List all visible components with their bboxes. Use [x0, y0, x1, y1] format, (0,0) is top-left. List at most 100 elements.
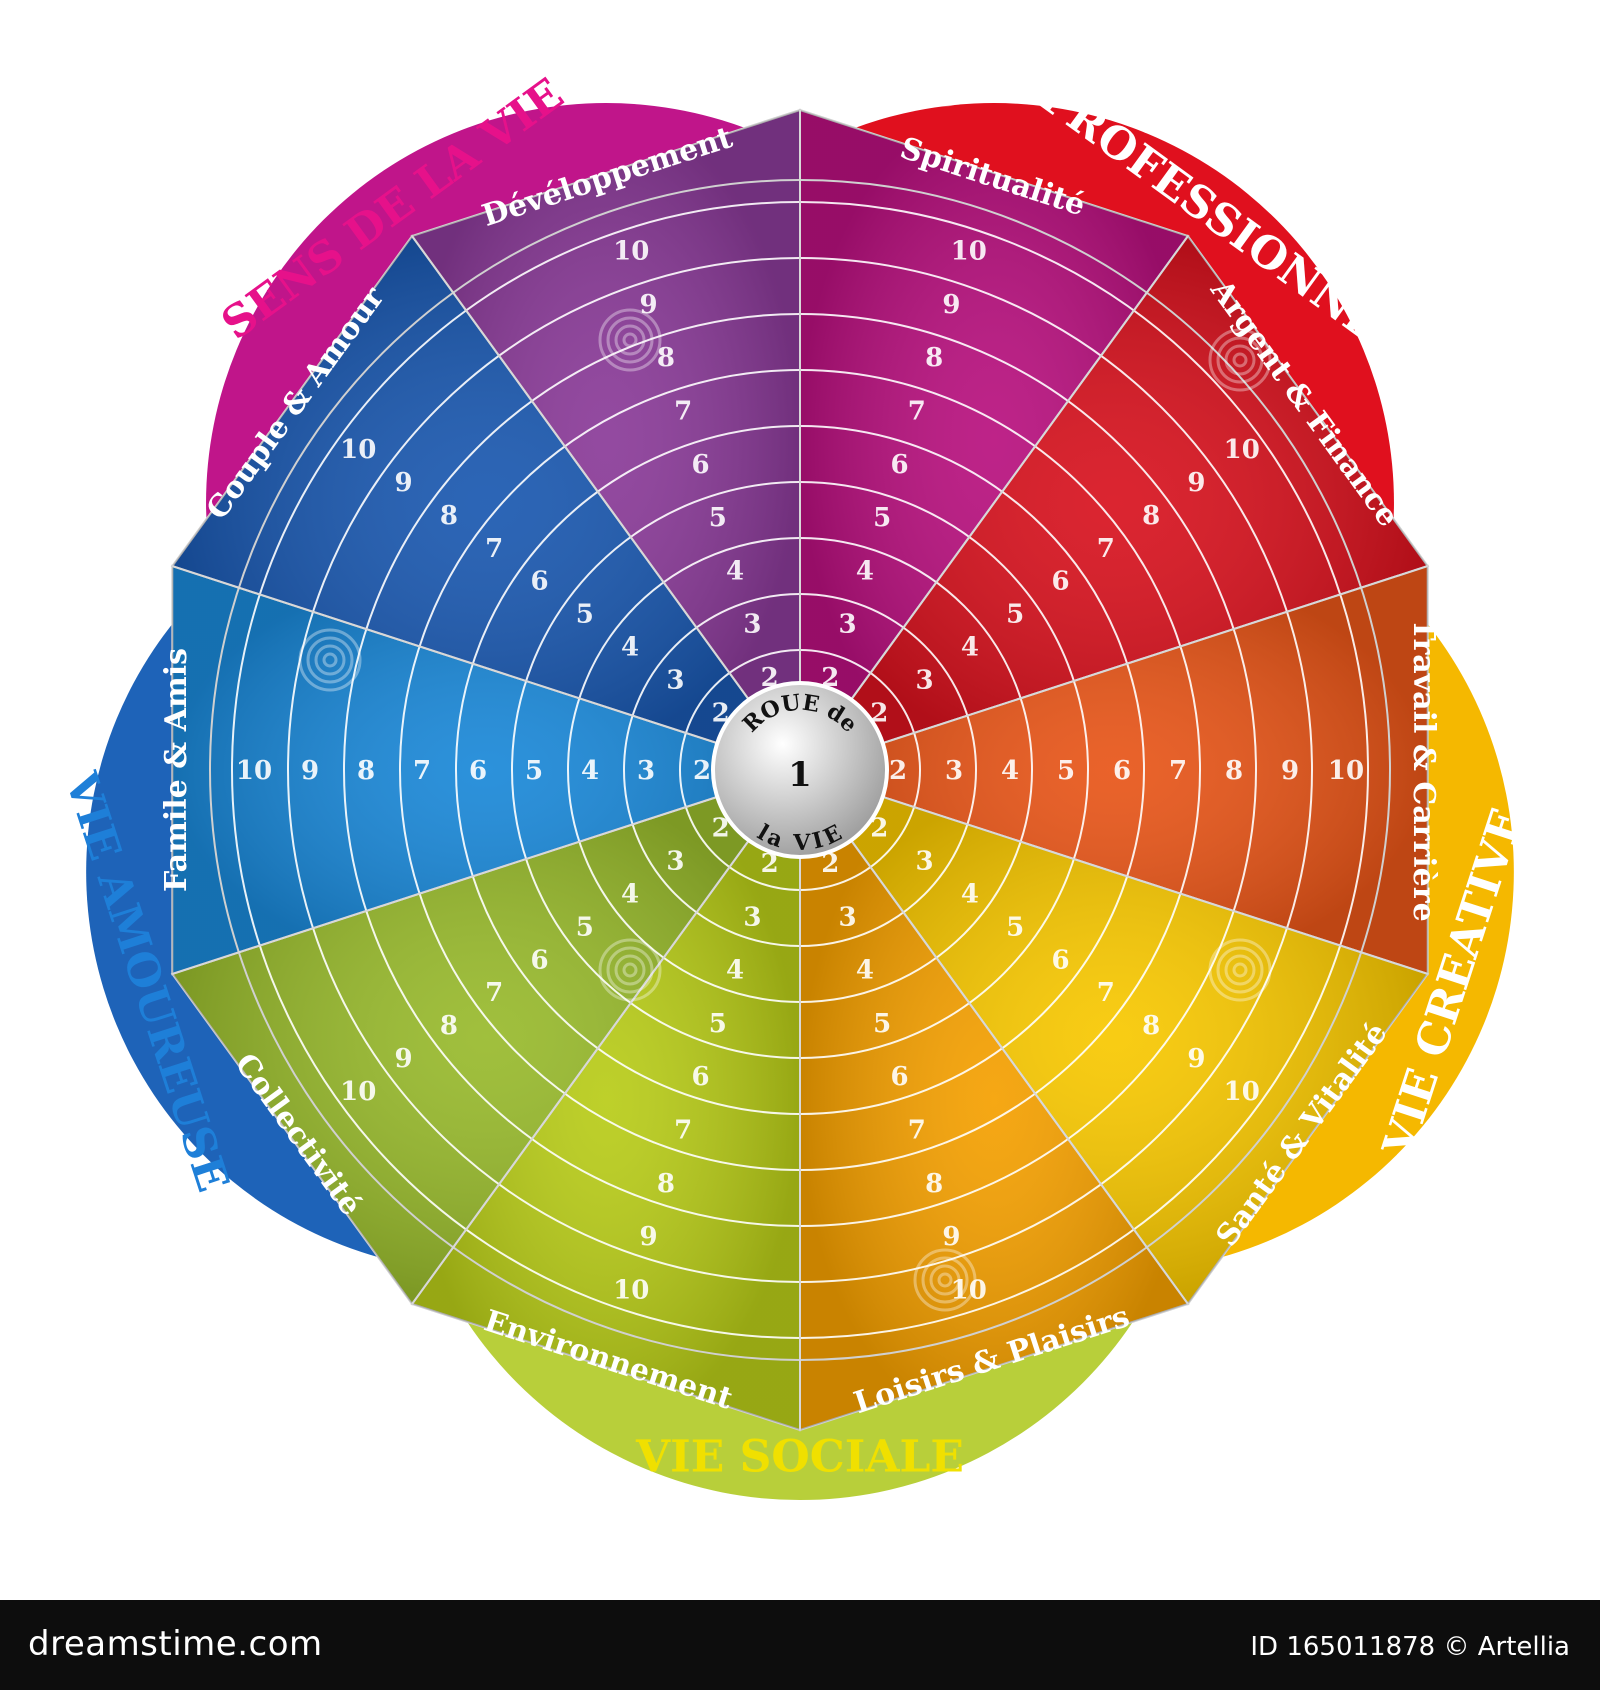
sector-label-7: Famile & Amis: [159, 648, 194, 892]
watermark-spiral-icon: [1508, 58, 1572, 122]
scale-number: 4: [961, 633, 979, 663]
scale-number: 5: [873, 503, 891, 533]
scale-number: 4: [856, 556, 874, 586]
scale-number: 5: [873, 1009, 891, 1039]
scale-number: 3: [666, 847, 684, 877]
scale-number: 10: [340, 1077, 376, 1107]
scale-number: 4: [621, 879, 639, 909]
watermark-spiral-icon: [1208, 938, 1272, 1002]
scale-number: 7: [908, 1115, 926, 1145]
watermark-spiral-icon: [913, 43, 977, 107]
watermark-spiral-icon: [1508, 628, 1572, 692]
watermark-spiral-icon: [913, 1248, 977, 1312]
sector-label-2: Travail & Carrière: [1406, 618, 1441, 921]
sector-shade-6: [172, 770, 800, 1304]
scale-number: 6: [890, 450, 908, 480]
sector-shade-8: [172, 236, 800, 771]
scale-number: 9: [640, 290, 658, 320]
scale-number: 10: [236, 756, 272, 786]
watermark-spiral-icon: [298, 628, 362, 692]
scale-number: 7: [485, 978, 503, 1008]
scale-number: 9: [640, 1222, 658, 1252]
scale-number: 5: [709, 1009, 727, 1039]
scale-number: 6: [1113, 756, 1131, 786]
sector-dividers: [171, 110, 1429, 1430]
scale-number: 4: [726, 956, 744, 986]
scale-number: 8: [357, 756, 375, 786]
hub-circle: [711, 681, 889, 859]
watermark-spiral-icon: [598, 308, 662, 372]
scale-number: 3: [637, 756, 655, 786]
scale-number: 9: [1187, 468, 1205, 498]
scale-number: 6: [530, 945, 548, 975]
watermark-spiral-icon: [1508, 1228, 1572, 1292]
scale-number: 4: [1001, 756, 1019, 786]
scale-number: 8: [657, 1169, 675, 1199]
scale-number: 3: [743, 902, 761, 932]
watermark-spiral-icon: [298, 1248, 362, 1312]
scale-number: 9: [1187, 1044, 1205, 1074]
sector-shade-7: [172, 566, 800, 974]
scale-number: 2: [712, 698, 730, 728]
scale-number: 8: [1142, 501, 1160, 531]
scale-number: 5: [709, 503, 727, 533]
scale-number: 4: [961, 879, 979, 909]
sector-divider-2: [799, 565, 1429, 771]
scale-number: 5: [1057, 756, 1075, 786]
watermark-spiral-icon: [18, 318, 82, 382]
watermark-spiral-icon: [18, 938, 82, 1002]
area-label-3: VIE SOCIALE: [635, 1432, 964, 1483]
scale-number: 10: [951, 1275, 987, 1305]
scale-number: 2: [870, 698, 888, 728]
scale-number: 3: [839, 610, 857, 640]
scale-number: 7: [413, 756, 431, 786]
scale-number: 7: [485, 534, 503, 564]
scale-number: 8: [925, 1169, 943, 1199]
footer-image-id: ID 165011878 © Artellia: [1250, 1632, 1570, 1662]
scale-number: 7: [674, 397, 692, 427]
scale-number: 6: [890, 1062, 908, 1092]
sector-divider-7: [171, 769, 801, 975]
scale-number: 7: [908, 397, 926, 427]
scale-number: 2: [712, 814, 730, 844]
sector-divider-3: [799, 769, 1429, 975]
scale-number: 4: [581, 756, 599, 786]
scale-number: 9: [1281, 756, 1299, 786]
sector-shade-4: [800, 770, 1188, 1430]
watermark-spiral-icon: [1208, 1508, 1272, 1572]
scale-number: 6: [530, 567, 548, 597]
scale-number: 2: [761, 849, 779, 879]
sector-shade-1: [800, 236, 1428, 771]
scale-number: 8: [925, 343, 943, 373]
scale-number: 3: [916, 665, 934, 695]
scale-number: 4: [856, 956, 874, 986]
watermark-spiral-icon: [598, 1518, 662, 1582]
scale-number: 9: [942, 290, 960, 320]
scale-number: 8: [440, 1011, 458, 1041]
scale-number: 9: [395, 1044, 413, 1074]
watermark-spiral-icon: [1208, 328, 1272, 392]
scale-number: 9: [942, 1222, 960, 1252]
scale-number: 7: [1097, 534, 1115, 564]
scale-number: 3: [743, 610, 761, 640]
watermark-spirals: [18, 43, 1572, 1582]
scale-number: 10: [1328, 756, 1364, 786]
scale-number: 2: [821, 849, 839, 879]
scale-number: 5: [576, 600, 594, 630]
sector-divider-1: [799, 235, 1189, 771]
scale-number: 5: [1006, 912, 1024, 942]
wheel-sectors: [170, 108, 1430, 1432]
scale-number: 3: [945, 756, 963, 786]
scale-number: 8: [657, 343, 675, 373]
scale-number: 10: [1224, 435, 1260, 465]
sector-divider-8: [171, 565, 801, 771]
sector-divider-4: [799, 769, 1189, 1305]
footer-logo[interactable]: dreamstime.com: [28, 1624, 323, 1664]
sector-shade-9: [412, 110, 800, 770]
watermark-spiral-icon: [18, 1508, 82, 1572]
scale-number: 6: [1051, 567, 1069, 597]
sector-shade-5: [412, 770, 800, 1430]
scale-number: 3: [666, 665, 684, 695]
sector-shade-2: [800, 566, 1428, 974]
